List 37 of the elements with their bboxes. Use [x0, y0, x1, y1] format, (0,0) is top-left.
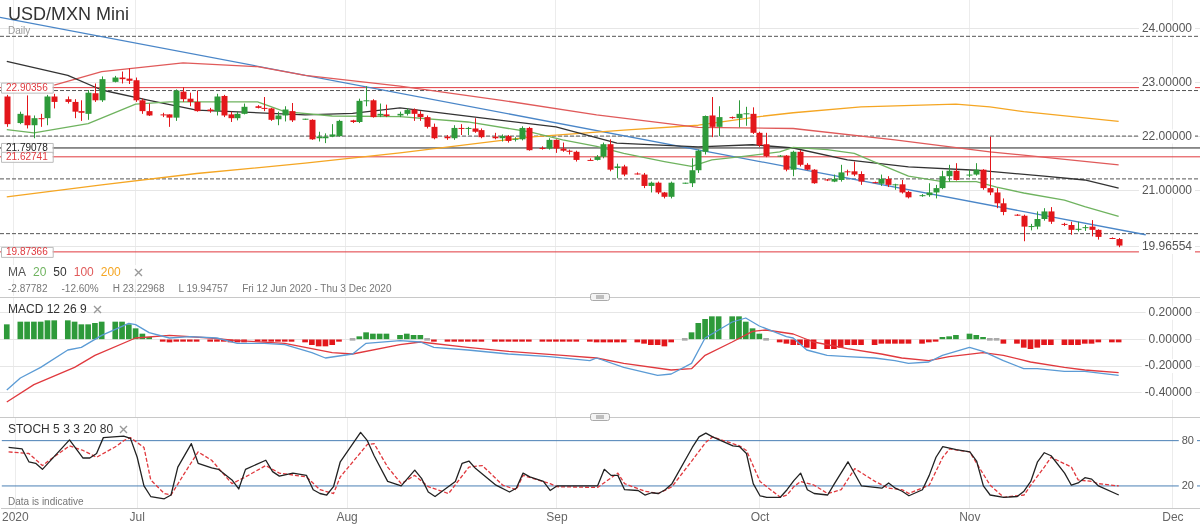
ref-line-label: 21.62741	[6, 151, 49, 163]
chart-title: USD/MXN Mini	[8, 4, 130, 24]
text: 100	[73, 265, 94, 279]
y-tick-label: 24.00000	[1141, 20, 1193, 35]
annotation: H 23.22968	[112, 283, 165, 294]
chart-title: MACD 12 26 9	[8, 302, 87, 316]
y-tick-label: 21.00000	[1141, 183, 1193, 198]
y-tick-label: -0.40000	[1144, 384, 1193, 399]
ref-line-label: 19.87366	[6, 246, 49, 258]
y-tick-label: 19.96554	[1141, 239, 1193, 254]
x-tick-label: Oct	[750, 510, 770, 525]
text: Daily	[8, 25, 31, 36]
text: 20	[33, 265, 47, 279]
annotation: -12.60%	[61, 283, 99, 294]
annotation: Fri 12 Jun 2020 - Thu 3 Dec 2020	[242, 283, 392, 294]
x-tick-label: Aug	[336, 510, 358, 525]
x-tick-label: Jul	[129, 510, 145, 525]
y-tick-label: 0.00000	[1148, 331, 1193, 346]
chart-title: STOCH 5 3 3 20 80	[8, 422, 114, 436]
annotation: -2.87782	[8, 283, 48, 294]
y-tick-label: 0.20000	[1148, 304, 1193, 319]
y-tick-label: 23.00000	[1141, 74, 1193, 89]
annotation: Data is indicative	[8, 495, 84, 507]
legend-title: MA	[8, 265, 26, 279]
y-tick-label: -0.20000	[1144, 358, 1193, 373]
text: 200	[100, 265, 121, 279]
text: 50	[53, 265, 67, 279]
annotation: L 19.94757	[178, 283, 229, 294]
ref-line-label: 22.90356	[6, 81, 49, 93]
ref-line-label: 21.79078	[6, 142, 49, 154]
y-tick-label: 20	[1181, 478, 1194, 491]
y-tick-label: 80	[1181, 433, 1194, 446]
y-tick-label: 22.00000	[1141, 128, 1193, 143]
x-tick-label: Sep	[546, 510, 568, 525]
x-tick-label: 2020	[2, 510, 30, 525]
x-tick-label: Nov	[959, 510, 981, 525]
x-tick-label: Dec	[1162, 510, 1184, 525]
